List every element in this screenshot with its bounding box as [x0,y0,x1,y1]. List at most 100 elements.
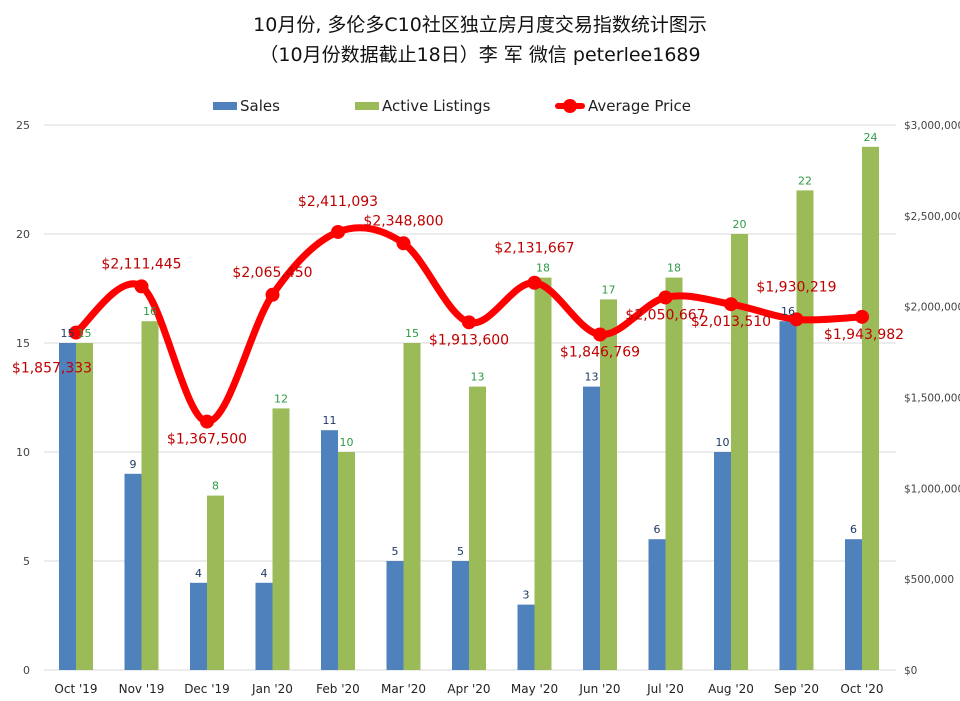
listings-bar [338,452,355,670]
x-tick-label: Feb '20 [316,682,360,696]
sales-label: 5 [392,545,399,558]
listings-label: 16 [143,305,157,318]
price-marker [200,414,214,429]
price-marker [658,290,673,305]
legend-label: Active Listings [382,97,491,115]
y2-tick-label: $500,000 [904,574,954,586]
x-tick-label: Sep '20 [774,682,819,696]
price-marker [69,325,83,340]
price-label: $1,367,500 [167,432,247,448]
sales-label: 15 [61,327,75,340]
x-tick-label: Oct '20 [840,682,883,696]
sales-bar [648,539,666,670]
listings-label: 13 [471,371,485,384]
sales-label: 6 [654,523,661,536]
x-tick-label: May '20 [511,682,558,696]
sales-bar [190,582,207,670]
legend-price: Average Price [555,97,691,115]
listings-label: 18 [667,262,681,275]
price-label: $1,846,769 [560,345,640,361]
price-marker [462,315,476,330]
listings-label: 22 [798,174,812,187]
listings-label: 24 [864,131,878,144]
sales-bar [714,452,731,670]
legend-label: Average Price [588,97,691,115]
y2-tick-label: $1,500,000 [904,393,960,405]
price-label: $2,050,667 [625,307,705,323]
listings-bar [796,190,814,670]
sales-label: 5 [457,545,464,558]
listings-label: 8 [212,480,219,493]
sales-bar [321,430,338,670]
y2-tick-label: $0 [904,665,917,677]
sales-bar [386,561,404,670]
sales-bar [452,561,469,670]
sales-bar [779,321,797,670]
sales-label: 6 [850,523,857,536]
price-label: $1,913,600 [429,332,509,348]
listings-label: 10 [340,436,354,449]
x-tick-label: Dec '19 [184,682,230,696]
x-tick-label: Jun '20 [578,682,620,696]
y2-tick-label: $3,000,000 [904,120,960,132]
y2-tick-label: $1,000,000 [904,483,960,495]
legend-sales: Sales [213,97,280,115]
sales-label: 4 [261,567,268,580]
price-label: $1,943,982 [824,327,904,343]
listings-label: 20 [733,218,747,231]
y-tick-label: 15 [16,337,30,350]
legend-listings: Active Listings [355,97,490,115]
x-tick-label: Jul '20 [646,682,684,696]
price-marker [265,287,280,302]
y2-tick-label: $2,500,000 [904,211,960,223]
sales-label: 13 [585,371,599,384]
listings-bar [534,277,552,670]
sales-label: 9 [130,458,137,471]
sales-bar [517,604,535,670]
listings-label: 18 [536,262,550,275]
chart-subtitle: （10月份数据截止18日）李 军 微信 peterlee1689 [259,44,701,66]
price-label: $2,348,800 [363,213,443,229]
y-tick-label: 20 [16,228,30,241]
legend-swatch-sales [213,102,237,110]
x-tick-label: Nov '19 [119,682,165,696]
price-label: $1,930,219 [756,279,836,295]
sales-bar [124,473,142,670]
legend-swatch-price [555,99,585,113]
y2-tick-label: $2,000,000 [904,302,960,314]
x-tick-label: Jan '20 [251,682,293,696]
price-marker [724,297,738,312]
price-marker [396,236,411,251]
price-label: $2,411,093 [298,194,378,210]
listings-label: 15 [405,327,419,340]
listings-bar [272,408,290,670]
price-label: $2,065,450 [232,265,312,281]
price-label: $2,111,445 [101,256,181,272]
listings-bar [469,386,486,670]
sales-label: 11 [323,414,337,427]
listings-bar [600,299,617,670]
listings-label: 17 [602,283,616,296]
y-tick-label: 0 [23,664,30,677]
price-marker [331,224,345,239]
price-marker [855,309,869,324]
chart-title: 10月份, 多伦多C10社区独立房月度交易指数统计图示 [253,14,707,36]
sales-label: 10 [716,436,730,449]
price-marker [527,275,542,290]
price-label: $1,857,333 [12,361,92,377]
listings-label: 15 [78,327,92,340]
price-marker [593,327,607,342]
listings-bar [665,277,683,670]
listings-bar [862,146,879,671]
sales-bar [583,386,600,670]
y-tick-label: 25 [16,119,30,132]
sales-bar [255,582,273,670]
x-tick-label: Aug '20 [708,682,754,696]
sales-label: 4 [195,567,202,580]
sales-label: 3 [523,589,530,602]
price-marker [789,312,804,327]
listings-bar [76,343,93,670]
legend-swatch-listings [355,102,379,110]
